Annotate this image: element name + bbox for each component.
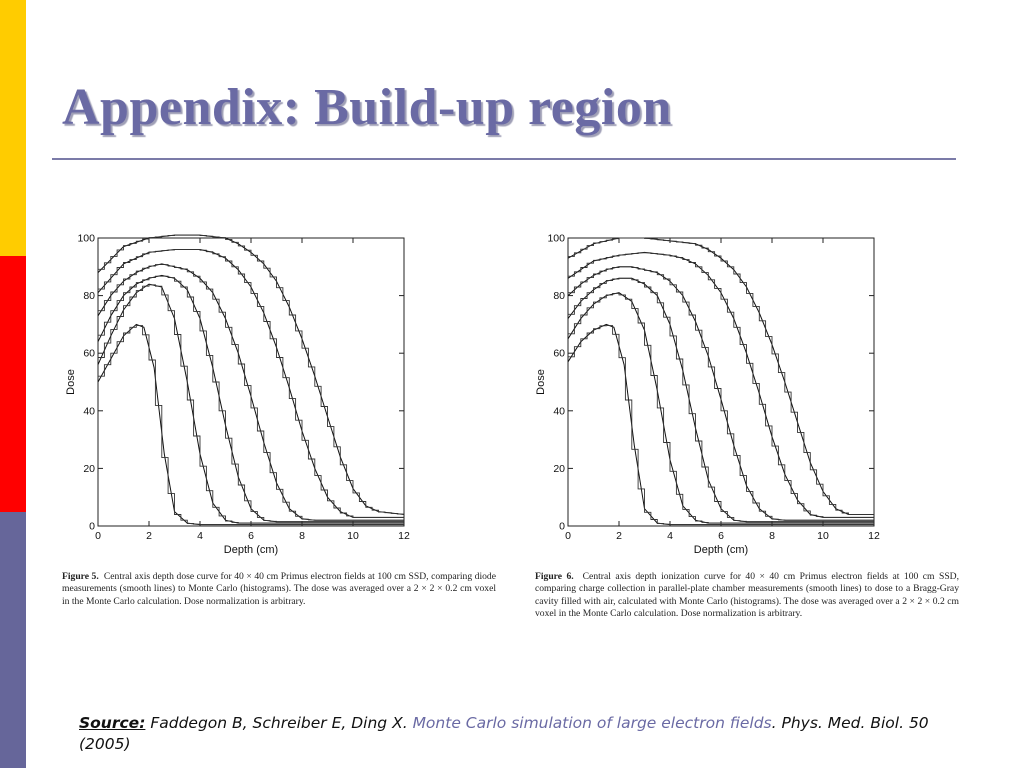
y-tick-label: 100 [77,233,95,245]
y-tick-label: 0 [559,521,565,533]
x-tick-label: 0 [95,530,101,542]
monte-carlo-histogram-2 [98,284,404,524]
monte-carlo-histogram-5 [98,249,404,518]
sidebar-red-segment [0,256,26,512]
monte-carlo-histogram-5 [568,252,874,518]
sidebar-color-bar [0,0,26,768]
source-authors: Faddegon B, Schreiber E, Ding X. [150,714,408,732]
y-tick-label: 20 [83,463,95,475]
monte-carlo-histogram-3 [568,277,874,523]
measured-curve-6 [97,234,405,515]
plot-frame [97,237,405,527]
figure-5-caption: Figure 5. Central axis depth dose curve … [62,571,496,608]
monte-carlo-histogram-2 [568,292,874,524]
depth-dose-chart-figure-5: 0 2 4 6 8 10 12 0 20 40 60 80 100 Depth (cm) Dose [65,233,410,557]
y-tick-label: 20 [553,463,565,475]
figure-5-label: Figure 5. [62,571,99,582]
y-tick-label: 40 [553,405,565,417]
depth-ionization-chart-figure-6: 0 2 4 6 8 10 12 0 20 40 60 80 100 Depth (cm) Dose [535,233,880,557]
x-tick-label: 8 [299,530,305,542]
sidebar-yellow-segment [0,0,26,256]
y-tick-label: 100 [547,233,565,245]
y-axis-label: Dose [65,369,77,395]
measured-curve-1 [97,323,404,526]
x-tick-label: 10 [347,530,359,542]
monte-carlo-histogram-6 [568,237,874,515]
y-axis-label: Dose [535,369,547,395]
x-tick-label: 6 [248,530,254,542]
x-tick-label: 8 [769,530,775,542]
y-tick-label: 40 [83,405,95,417]
x-tick-label: 10 [817,530,829,542]
x-tick-label: 2 [146,530,152,542]
slide-title: Appendix: Build-up region [62,79,672,136]
x-tick-label: 2 [616,530,622,542]
monte-carlo-histogram-6 [98,234,404,515]
source-label: Source: [79,714,146,732]
sidebar-blue-segment [0,512,26,768]
plot-frame [567,237,875,527]
monte-carlo-histogram-1 [568,325,874,526]
figure-5-text: Central axis depth dose curve for 40 × 4… [62,571,496,607]
figure-6-label: Figure 6. [535,571,574,582]
source-article-title: Monte Carlo simulation of large electron… [412,714,772,732]
y-tick-label: 80 [553,290,565,302]
x-tick-label: 0 [565,530,571,542]
x-axis-label: Depth (cm) [224,544,278,556]
y-tick-label: 60 [553,348,565,360]
y-tick-label: 60 [83,348,95,360]
monte-carlo-histogram-4 [568,266,874,521]
y-tick-label: 80 [83,290,95,302]
figure-6-text: Central axis depth ionization curve for … [535,571,959,619]
x-tick-label: 4 [667,530,673,542]
monte-carlo-histogram-4 [98,264,404,521]
x-tick-label: 6 [718,530,724,542]
figure-6-caption: Figure 6. Central axis depth ionization … [535,571,959,620]
measured-curve-1 [567,323,874,526]
y-tick-label: 0 [89,521,95,533]
monte-carlo-histogram-3 [98,275,404,523]
title-rule [52,158,956,160]
source-journal: . Phys. Med. Biol. 50 (2005) [79,714,929,753]
x-axis-label: Depth (cm) [694,544,748,556]
x-tick-label: 12 [868,530,880,542]
source-citation: Source: Faddegon B, Schreiber E, Ding X.… [79,713,979,755]
x-tick-label: 12 [398,530,410,542]
x-tick-label: 4 [197,530,203,542]
monte-carlo-histogram-1 [98,325,404,526]
